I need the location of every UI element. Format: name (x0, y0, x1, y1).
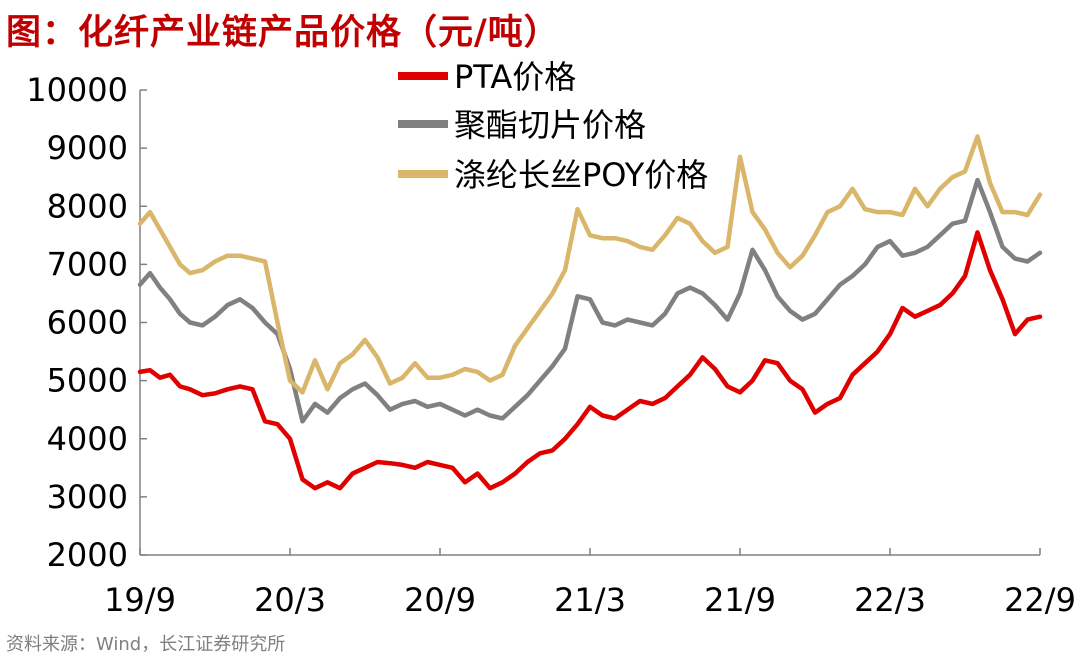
series-line-3 (137, 134, 1043, 395)
y-tick-label: 5000 (47, 362, 128, 400)
y-tick-label: 6000 (47, 304, 128, 342)
y-tick-label: 7000 (47, 245, 128, 283)
x-tick-label: 22/9 (1004, 581, 1076, 619)
y-tick-label: 2000 (47, 536, 128, 574)
x-tick-label: 19/9 (104, 581, 176, 619)
y-tick-label: 10000 (26, 71, 128, 109)
y-tick-label: 3000 (47, 478, 128, 516)
chart-title: 图：化纤产业链产品价格（元/吨） (6, 13, 560, 53)
x-tick-label: 22/3 (854, 581, 926, 619)
plot-area (137, 134, 1043, 491)
legend-label-3: 涤纶长丝POY价格 (454, 156, 708, 194)
x-tick-label: 21/9 (704, 581, 776, 619)
x-tick-label: 20/3 (254, 581, 326, 619)
x-tick-label: 21/3 (554, 581, 626, 619)
y-tick-label: 9000 (47, 129, 128, 167)
y-axis: 10000 9000 8000 7000 6000 5000 4000 3000 2000 (26, 71, 147, 574)
source-note: 资料来源：Wind，长江证券研究所 (6, 634, 286, 655)
y-tick-label: 4000 (47, 420, 128, 458)
legend-label-1: PTA价格 (454, 58, 576, 96)
x-axis: 19/9 20/3 20/9 21/3 21/9 22/3 22/9 (104, 548, 1076, 619)
x-tick-label: 20/9 (404, 581, 476, 619)
series-line-1 (137, 230, 1043, 491)
y-tick-label: 8000 (47, 187, 128, 225)
legend-label-2: 聚酯切片价格 (454, 106, 646, 144)
